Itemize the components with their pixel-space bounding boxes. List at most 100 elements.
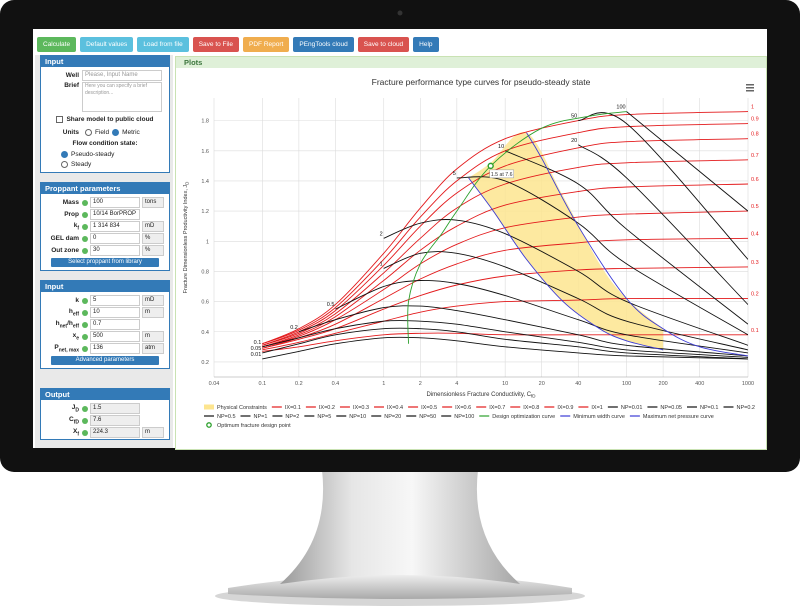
field-input[interactable]: 1 314 834 xyxy=(90,221,140,232)
flow-radio[interactable] xyxy=(61,150,68,158)
toolbar-button[interactable]: Calculate xyxy=(37,37,77,52)
help-icon[interactable] xyxy=(82,309,88,316)
legend-item[interactable]: IX=0.4 xyxy=(374,405,403,411)
legend-item[interactable]: NP=0.01 xyxy=(607,405,643,411)
help-icon[interactable] xyxy=(82,199,88,206)
help-icon[interactable] xyxy=(82,211,88,218)
annotation-box xyxy=(489,169,514,179)
y-tick-label: 1.2 xyxy=(201,209,209,215)
field-input[interactable]: 10/14 BorPROP xyxy=(90,209,140,220)
curve xyxy=(262,183,748,348)
legend-item[interactable]: NP=0.5 xyxy=(204,414,236,420)
legend-item[interactable]: NP=50 xyxy=(406,414,436,420)
label-text: C xyxy=(69,415,74,423)
legend-item[interactable]: IX=0.5 xyxy=(408,405,437,411)
flow-radio[interactable] xyxy=(61,160,68,168)
x-tick-label: 10 xyxy=(502,381,508,387)
legend-item[interactable]: NP=0.1 xyxy=(686,405,719,411)
field-row: Pnet, max 136 atm xyxy=(41,343,169,354)
curve-label: 0.1 xyxy=(254,340,262,346)
help-icon[interactable] xyxy=(82,247,88,254)
toolbar-button[interactable]: PEngTools cloud xyxy=(293,37,354,52)
field-input[interactable]: 136 xyxy=(90,343,140,354)
well-input[interactable]: Please, Input Name xyxy=(82,70,162,81)
x-tick-label: 100 xyxy=(622,381,631,387)
label-subscript: f xyxy=(77,431,79,438)
share-checkbox[interactable] xyxy=(56,116,64,123)
toolbar-button[interactable]: PDF Report xyxy=(243,37,290,52)
legend-item[interactable]: NP=1 xyxy=(240,414,268,420)
legend-item[interactable]: IX=0.9 xyxy=(544,405,573,411)
toolbar-button[interactable]: Save to File xyxy=(192,37,240,52)
legend-item[interactable]: Physical Constraints xyxy=(204,404,267,412)
curve xyxy=(262,210,748,348)
curve xyxy=(407,111,627,344)
legend-item[interactable]: IX=0.7 xyxy=(476,405,505,411)
legend-item[interactable]: Maximum net pressure curve xyxy=(629,414,714,420)
help-icon[interactable] xyxy=(82,333,88,340)
help-icon[interactable] xyxy=(82,223,88,230)
legend-item[interactable]: NP=20 xyxy=(371,414,401,420)
toolbar-button[interactable]: Default values xyxy=(80,37,134,52)
legend-item[interactable]: IX=1 xyxy=(578,405,603,411)
x-tick-label: 4 xyxy=(455,381,458,387)
legend-item[interactable]: NP=0.05 xyxy=(647,405,682,411)
curve-label: 1 xyxy=(751,105,754,111)
legend-label: NP=2 xyxy=(285,414,299,420)
field-input[interactable]: 10 xyxy=(90,307,140,318)
legend-item[interactable]: IX=0.6 xyxy=(442,405,471,411)
advanced-button[interactable]: Advanced parameters xyxy=(51,356,159,365)
field-input[interactable]: 500 xyxy=(90,331,140,342)
toolbar-button[interactable]: Help xyxy=(413,37,439,52)
legend-item[interactable]: Optimum fracture design point xyxy=(206,422,291,429)
field-input[interactable]: 0 xyxy=(90,233,140,244)
legend-label: NP=0.05 xyxy=(660,405,682,411)
field-label: Brief xyxy=(64,82,79,89)
help-icon[interactable] xyxy=(82,345,88,352)
curve xyxy=(262,159,748,346)
legend-item[interactable]: NP=5 xyxy=(304,414,331,420)
legend-item[interactable]: Minimum width curve xyxy=(560,414,625,420)
legend-item[interactable]: NP=100 xyxy=(441,414,474,420)
help-icon[interactable] xyxy=(82,297,88,304)
field-input: 224.3 xyxy=(90,427,140,438)
legend-item[interactable]: IX=0.8 xyxy=(510,405,539,411)
legend-item[interactable]: NP=10 xyxy=(336,414,366,420)
units-radio[interactable] xyxy=(85,129,92,136)
label-subscript: fD xyxy=(73,419,79,426)
library-button[interactable]: Select proppant from library xyxy=(51,258,159,267)
field-input[interactable]: 30 xyxy=(90,245,140,256)
field-input[interactable]: 5 xyxy=(90,295,140,306)
curve-label: 0.2 xyxy=(290,325,298,331)
field-input[interactable]: 0.7 xyxy=(90,319,140,330)
legend-item[interactable]: NP=0.2 xyxy=(723,405,755,411)
units-radio[interactable] xyxy=(112,129,120,136)
field-label: heff xyxy=(41,308,82,317)
chart-title: Fracture performance type curves for pse… xyxy=(372,77,591,87)
legend-item[interactable]: Design optimization curve xyxy=(479,414,555,420)
help-icon[interactable] xyxy=(82,321,88,328)
axis-label-subscript: fD xyxy=(531,394,536,399)
help-icon[interactable] xyxy=(82,235,88,242)
field-row: k 5 mD xyxy=(41,295,169,306)
legend-item[interactable]: NP=2 xyxy=(272,414,299,420)
toolbar-button[interactable]: Load from file xyxy=(137,37,189,52)
legend-item[interactable]: IX=0.1 xyxy=(271,405,301,411)
legend-item[interactable]: IX=0.2 xyxy=(305,405,335,411)
help-icon[interactable] xyxy=(82,429,88,436)
y-tick-label: 0.2 xyxy=(201,360,209,366)
menu-bar xyxy=(746,84,754,86)
optimum-point xyxy=(487,162,494,170)
toolbar-button[interactable]: Save to cloud xyxy=(357,37,410,52)
chart-menu[interactable] xyxy=(746,84,754,92)
legend-label: NP=0.5 xyxy=(217,414,236,420)
label-text: GEL dam xyxy=(50,235,79,242)
help-icon[interactable] xyxy=(82,417,88,424)
brief-textarea[interactable]: Here you can specify a brief description… xyxy=(82,82,162,112)
field-row: Mass 100 tons xyxy=(41,197,169,208)
panel-title: Input xyxy=(41,281,169,292)
legend-item[interactable]: IX=0.3 xyxy=(339,405,369,411)
help-icon[interactable] xyxy=(82,405,88,412)
panel-title: Output xyxy=(41,389,169,400)
field-input[interactable]: 100 xyxy=(90,197,140,208)
